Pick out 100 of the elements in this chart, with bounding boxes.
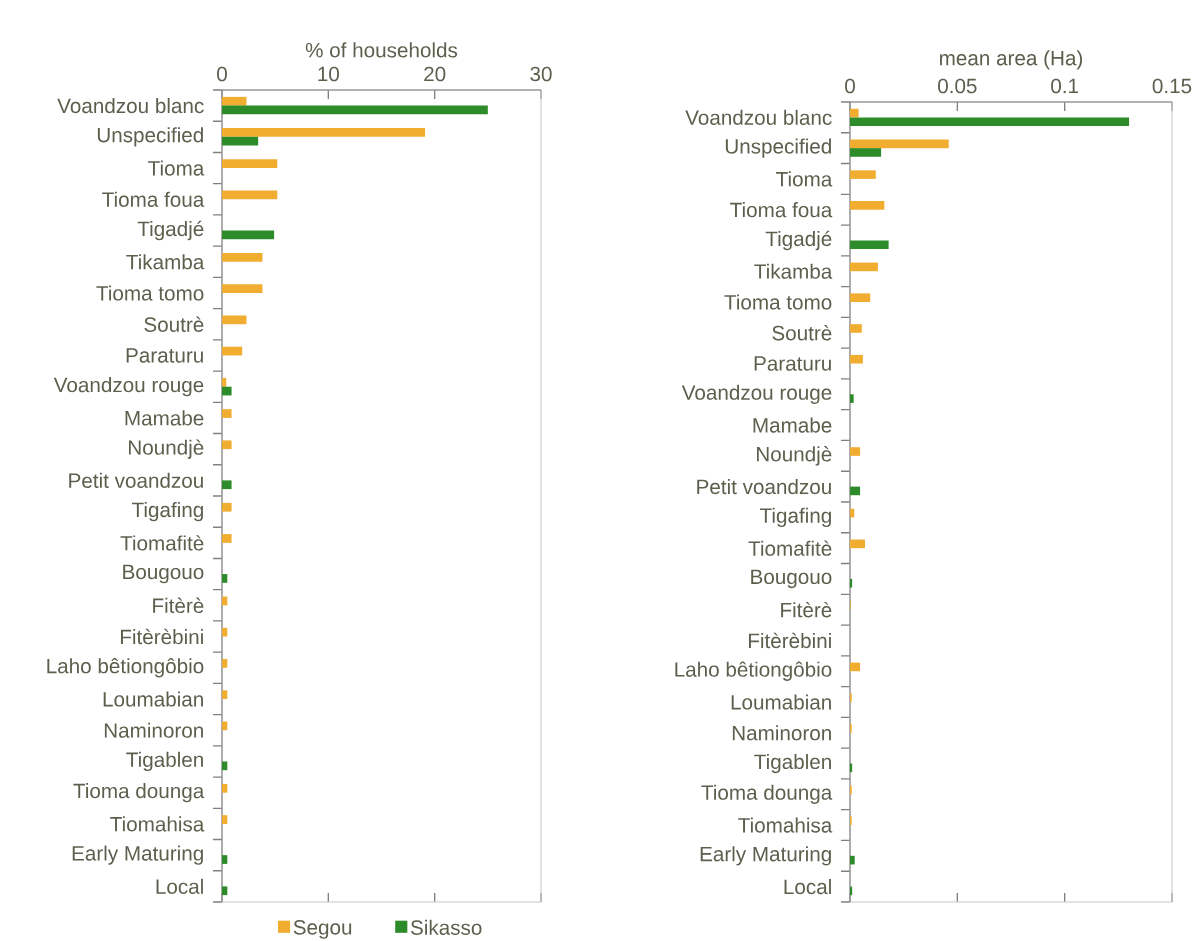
x-tick-label: 0.15: [1152, 78, 1192, 94]
bar: [850, 578, 853, 588]
y-tick-label: Mamabe: [753, 417, 832, 433]
bar: [222, 574, 228, 583]
y-tick-label: Tigafing: [759, 507, 831, 528]
bar: [222, 627, 228, 637]
bar: [850, 139, 949, 149]
bar: [222, 346, 243, 356]
y-tick-label: Tigablen: [754, 753, 831, 774]
bar: [850, 447, 861, 456]
bar: [850, 170, 876, 179]
bar: [222, 96, 247, 106]
y-tick-label: Tioma foua: [730, 202, 833, 218]
x-tick-label: 30: [530, 66, 552, 82]
bar: [222, 761, 228, 771]
y-tick-label: Tioma tomo: [96, 285, 204, 301]
y-tick-label: Noundjè: [129, 439, 204, 459]
y-tick-label: Voandzou blanc: [685, 109, 832, 125]
bar: [222, 886, 228, 896]
y-tick-label: Tioma dounga: [701, 784, 833, 804]
bar: [222, 690, 228, 699]
bar: [222, 253, 263, 262]
bar: [850, 117, 1130, 126]
bar: [222, 377, 227, 387]
bar: [850, 486, 861, 496]
legend-label: Sikasso: [410, 919, 482, 935]
y-tick-label: Laho bêtiongôbio: [47, 658, 204, 678]
y-tick-label: Mamabe: [125, 410, 204, 426]
bar: [850, 108, 859, 118]
bar: [850, 293, 871, 302]
bar: [850, 394, 854, 403]
bar: [850, 262, 878, 272]
y-tick-label: Unspecified: [725, 138, 831, 158]
y-tick-label: Tioma: [776, 171, 833, 187]
bar: [222, 284, 263, 293]
y-tick-label: Tikamba: [126, 254, 205, 270]
bar: [850, 148, 882, 157]
y-tick-label: Naminoron: [104, 722, 203, 738]
x-tick-label: 0: [845, 78, 855, 94]
y-tick-label: Tigafing: [131, 501, 203, 522]
y-tick-label: Noundjè: [757, 446, 832, 466]
y-tick-label: Fitèrè: [781, 601, 832, 618]
y-tick-label: Tiomafitè: [120, 535, 204, 551]
bar: [850, 662, 861, 672]
x-tick-label: 0: [217, 66, 227, 82]
y-tick-label: Tioma foua: [102, 191, 205, 207]
y-tick-label: Loumabian: [103, 691, 203, 707]
y-tick-label: Fitèrèbini: [120, 628, 203, 645]
y-tick-label: Petit voandzou: [69, 472, 203, 488]
y-tick-label: Tioma: [148, 160, 205, 176]
bar: [222, 409, 232, 418]
bar: [222, 502, 232, 512]
bar: [222, 230, 275, 240]
y-tick-label: Tikamba: [754, 263, 833, 279]
x-axis-title: % of households: [305, 42, 458, 58]
y-tick-label: Tioma dounga: [73, 783, 205, 803]
bar: [222, 190, 278, 200]
bar: [222, 815, 228, 824]
y-tick-label: Tigablen: [126, 751, 203, 772]
x-tick-label: 0.1: [1051, 78, 1079, 94]
y-tick-label: Petit voandzou: [697, 479, 831, 495]
y-tick-label: Voandzou rouge: [681, 384, 832, 404]
x-axis-title: mean area (Ha): [940, 50, 1083, 70]
y-tick-label: Local: [784, 879, 831, 895]
bar: [222, 855, 228, 864]
y-tick-label: Fitèrè: [153, 597, 204, 614]
y-tick-label: Early Maturing: [72, 845, 203, 865]
bar: [222, 315, 247, 325]
bar: [850, 201, 885, 210]
bar: [222, 659, 228, 668]
bar: [850, 539, 866, 549]
y-tick-label: Soutrè: [772, 325, 832, 341]
y-tick-label: Loumabian: [731, 694, 831, 710]
y-tick-label: Early Maturing: [700, 846, 831, 866]
y-tick-label: Local: [156, 878, 203, 894]
y-tick-label: Voandzou rouge: [53, 377, 204, 397]
y-tick-label: Tiomafitè: [748, 540, 832, 556]
y-tick-label: Naminoron: [732, 725, 831, 741]
x-tick-label: 10: [318, 66, 340, 82]
y-tick-label: Tiomahisa: [738, 817, 833, 833]
y-tick-label: Fitèrèbini: [748, 632, 831, 649]
y-tick-label: Voandzou blanc: [57, 98, 204, 114]
bar: [222, 159, 278, 169]
bar: [222, 128, 426, 137]
y-tick-label: Paraturu: [754, 356, 831, 371]
y-tick-label: Tioma tomo: [724, 294, 832, 310]
y-tick-label: Laho bêtiongôbio: [675, 661, 832, 681]
x-tick-label: 0.05: [938, 78, 977, 94]
y-tick-label: Bougouo: [123, 564, 204, 584]
bar: [222, 386, 232, 396]
bar: [850, 240, 889, 250]
bar: [222, 783, 228, 793]
bar: [222, 136, 259, 146]
bar: [222, 534, 232, 543]
bar: [850, 354, 863, 364]
bar: [222, 440, 232, 450]
y-tick-label: Bougouo: [751, 569, 832, 589]
bar: [850, 324, 862, 333]
x-tick-label: 20: [424, 66, 446, 82]
y-tick-label: Paraturu: [126, 348, 203, 363]
